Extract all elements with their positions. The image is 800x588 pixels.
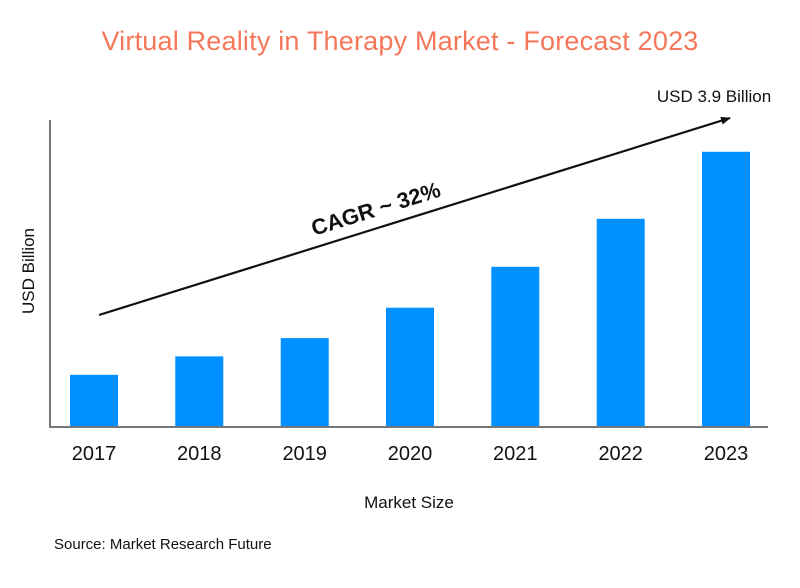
bar-2019	[280, 338, 329, 427]
y-axis-title: USD Billion	[19, 228, 38, 314]
bar-2021	[491, 266, 540, 427]
x-tick-label-2017: 2017	[72, 443, 117, 465]
source-note: Source: Market Research Future	[54, 536, 272, 553]
bar-2022	[596, 218, 645, 427]
x-tick-label-2020: 2020	[388, 443, 433, 465]
end-value-annotation: USD 3.9 Billion	[657, 87, 771, 106]
bar-2017	[70, 374, 118, 427]
x-axis-title: Market Size	[364, 493, 454, 512]
bar-2020	[386, 307, 434, 427]
bar-2018	[175, 356, 224, 427]
x-tick-label-2022: 2022	[598, 443, 643, 465]
x-tick-label-2021: 2021	[493, 443, 538, 465]
bar-2023	[702, 151, 750, 428]
x-tick-labels: 2017 2018 2019 2020 2021 2022 2023	[72, 443, 749, 465]
x-tick-label-2023: 2023	[704, 443, 749, 465]
chart-title: Virtual Reality in Therapy Market - Fore…	[101, 26, 699, 56]
x-tick-label-2019: 2019	[282, 443, 327, 465]
cagr-annotation: CAGR ~ 32%	[308, 177, 443, 241]
bar-series	[70, 151, 750, 428]
x-tick-label-2018: 2018	[177, 443, 222, 465]
cagr-trend-arrow	[98, 116, 731, 317]
